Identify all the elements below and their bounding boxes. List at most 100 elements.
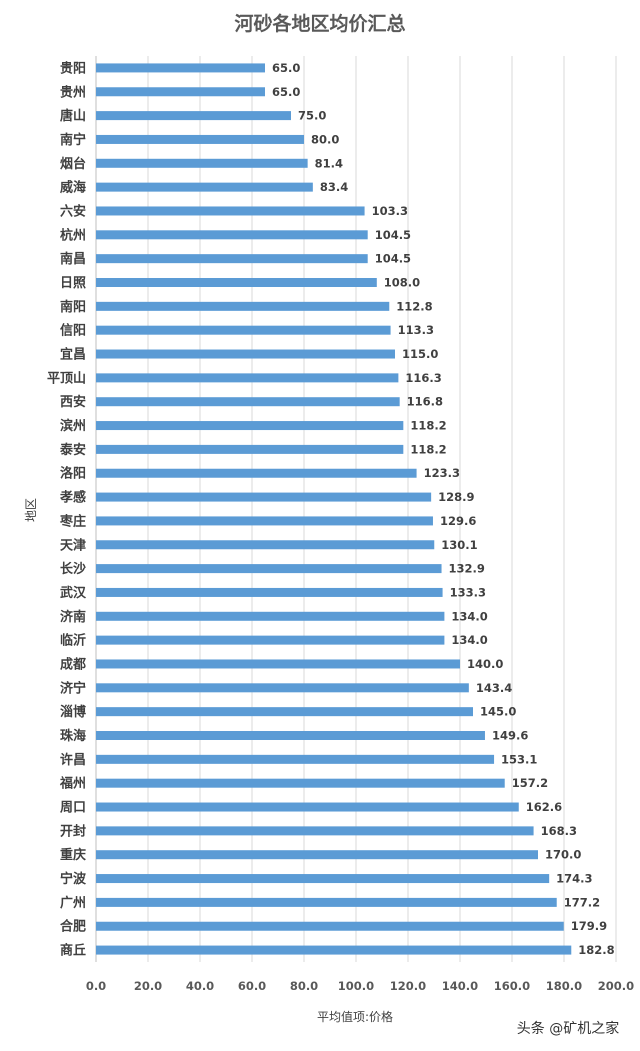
value-label: 132.9 bbox=[449, 562, 485, 576]
value-label: 133.3 bbox=[450, 585, 486, 599]
category-label: 贵阳 bbox=[60, 60, 86, 76]
bar bbox=[96, 254, 368, 264]
bar bbox=[96, 778, 505, 788]
value-label: 75.0 bbox=[298, 109, 326, 123]
bar bbox=[96, 945, 572, 955]
category-label: 平顶山 bbox=[47, 370, 86, 386]
value-label: 130.1 bbox=[441, 538, 477, 552]
value-label: 128.9 bbox=[438, 490, 474, 504]
category-label: 西安 bbox=[60, 394, 86, 410]
value-label: 115.0 bbox=[402, 347, 438, 361]
category-label: 烟台 bbox=[60, 156, 86, 172]
category-label: 济南 bbox=[60, 609, 86, 625]
bar bbox=[96, 278, 377, 287]
bar bbox=[96, 754, 495, 764]
value-label: 116.3 bbox=[405, 371, 441, 385]
x-tick-label: 40.0 bbox=[186, 979, 214, 993]
x-tick-label: 0.0 bbox=[86, 979, 106, 993]
category-label: 日照 bbox=[60, 276, 86, 291]
bars bbox=[96, 63, 572, 955]
bar bbox=[96, 921, 564, 931]
value-label: 118.2 bbox=[410, 442, 446, 456]
x-tick-label: 200.0 bbox=[598, 979, 634, 993]
category-label: 威海 bbox=[60, 180, 86, 196]
bar bbox=[96, 230, 368, 240]
value-label: 174.3 bbox=[556, 872, 592, 886]
bar bbox=[96, 182, 313, 192]
bar bbox=[96, 468, 417, 478]
category-label: 成都 bbox=[60, 656, 86, 672]
chart-title: 河砂各地区均价汇总 bbox=[234, 12, 405, 35]
category-label: 合肥 bbox=[60, 919, 86, 935]
bar bbox=[96, 659, 460, 669]
value-label: 143.4 bbox=[476, 681, 512, 695]
x-tick-label: 140.0 bbox=[442, 979, 478, 993]
bar bbox=[96, 850, 538, 860]
bar bbox=[96, 683, 469, 693]
category-label: 滨州 bbox=[60, 418, 86, 434]
x-tick-label: 20.0 bbox=[134, 979, 162, 993]
bar bbox=[96, 111, 291, 121]
bar bbox=[96, 63, 265, 73]
category-label: 宜昌 bbox=[60, 347, 86, 363]
value-label: 116.8 bbox=[407, 395, 443, 409]
category-labels: 贵阳贵州唐山南宁烟台威海六安杭州南昌日照南阳信阳宜昌平顶山西安滨州泰安洛阳孝感枣… bbox=[47, 60, 87, 958]
category-label: 洛阳 bbox=[60, 466, 86, 482]
value-label: 134.0 bbox=[451, 633, 487, 647]
bar bbox=[96, 516, 433, 526]
x-tick-labels: 0.0 20.0 40.0 60.0 80.0 100.0 120.0 140.0 160.0 1… bbox=[86, 979, 634, 993]
y-axis-label: 地区 bbox=[24, 498, 38, 522]
category-label: 广州 bbox=[60, 895, 86, 911]
value-label: 103.3 bbox=[372, 204, 408, 218]
bar bbox=[96, 540, 435, 550]
bar bbox=[96, 301, 390, 311]
x-tick-label: 80.0 bbox=[290, 979, 318, 993]
value-label: 113.3 bbox=[398, 323, 434, 337]
bar bbox=[96, 373, 399, 383]
bar bbox=[96, 635, 445, 645]
category-label: 重庆 bbox=[60, 847, 86, 863]
category-label: 武汉 bbox=[60, 585, 87, 601]
bar bbox=[96, 897, 557, 907]
bar bbox=[96, 587, 443, 597]
value-label: 104.5 bbox=[375, 252, 411, 266]
bar bbox=[96, 87, 265, 97]
value-label: 170.0 bbox=[545, 848, 581, 862]
value-label: 182.8 bbox=[578, 943, 614, 957]
category-label: 珠海 bbox=[60, 728, 86, 744]
category-label: 南阳 bbox=[60, 299, 86, 315]
x-tick-label: 160.0 bbox=[494, 979, 530, 993]
value-label: 145.0 bbox=[480, 705, 516, 719]
category-label: 淄博 bbox=[60, 704, 86, 720]
value-label: 162.6 bbox=[526, 800, 562, 814]
gridlines bbox=[95, 56, 617, 962]
x-tick-label: 100.0 bbox=[338, 979, 374, 993]
category-label: 南宁 bbox=[60, 132, 86, 148]
bar bbox=[96, 444, 404, 454]
watermark: 头条 @矿机之家 bbox=[517, 1020, 619, 1037]
category-label: 济宁 bbox=[60, 680, 86, 696]
x-tick-label: 120.0 bbox=[390, 979, 426, 993]
category-label: 六安 bbox=[60, 203, 86, 219]
bar bbox=[96, 325, 391, 335]
value-label: 65.0 bbox=[272, 61, 300, 75]
value-label: 153.1 bbox=[501, 752, 537, 766]
value-label: 140.0 bbox=[467, 657, 503, 671]
bar bbox=[96, 564, 442, 574]
bar bbox=[96, 731, 485, 740]
x-axis-label: 平均值项:价格 bbox=[317, 1009, 393, 1024]
bar bbox=[96, 874, 550, 884]
bar bbox=[96, 611, 445, 621]
category-label: 开封 bbox=[60, 823, 86, 839]
bar bbox=[96, 707, 473, 717]
x-tick-label: 180.0 bbox=[546, 979, 582, 993]
value-label: 179.9 bbox=[571, 919, 607, 933]
bar bbox=[96, 421, 404, 431]
value-label: 65.0 bbox=[272, 85, 300, 99]
value-label: 123.3 bbox=[424, 466, 460, 480]
bar bbox=[96, 206, 365, 216]
bar bbox=[96, 826, 534, 836]
bar bbox=[96, 349, 395, 359]
bar bbox=[96, 397, 400, 407]
